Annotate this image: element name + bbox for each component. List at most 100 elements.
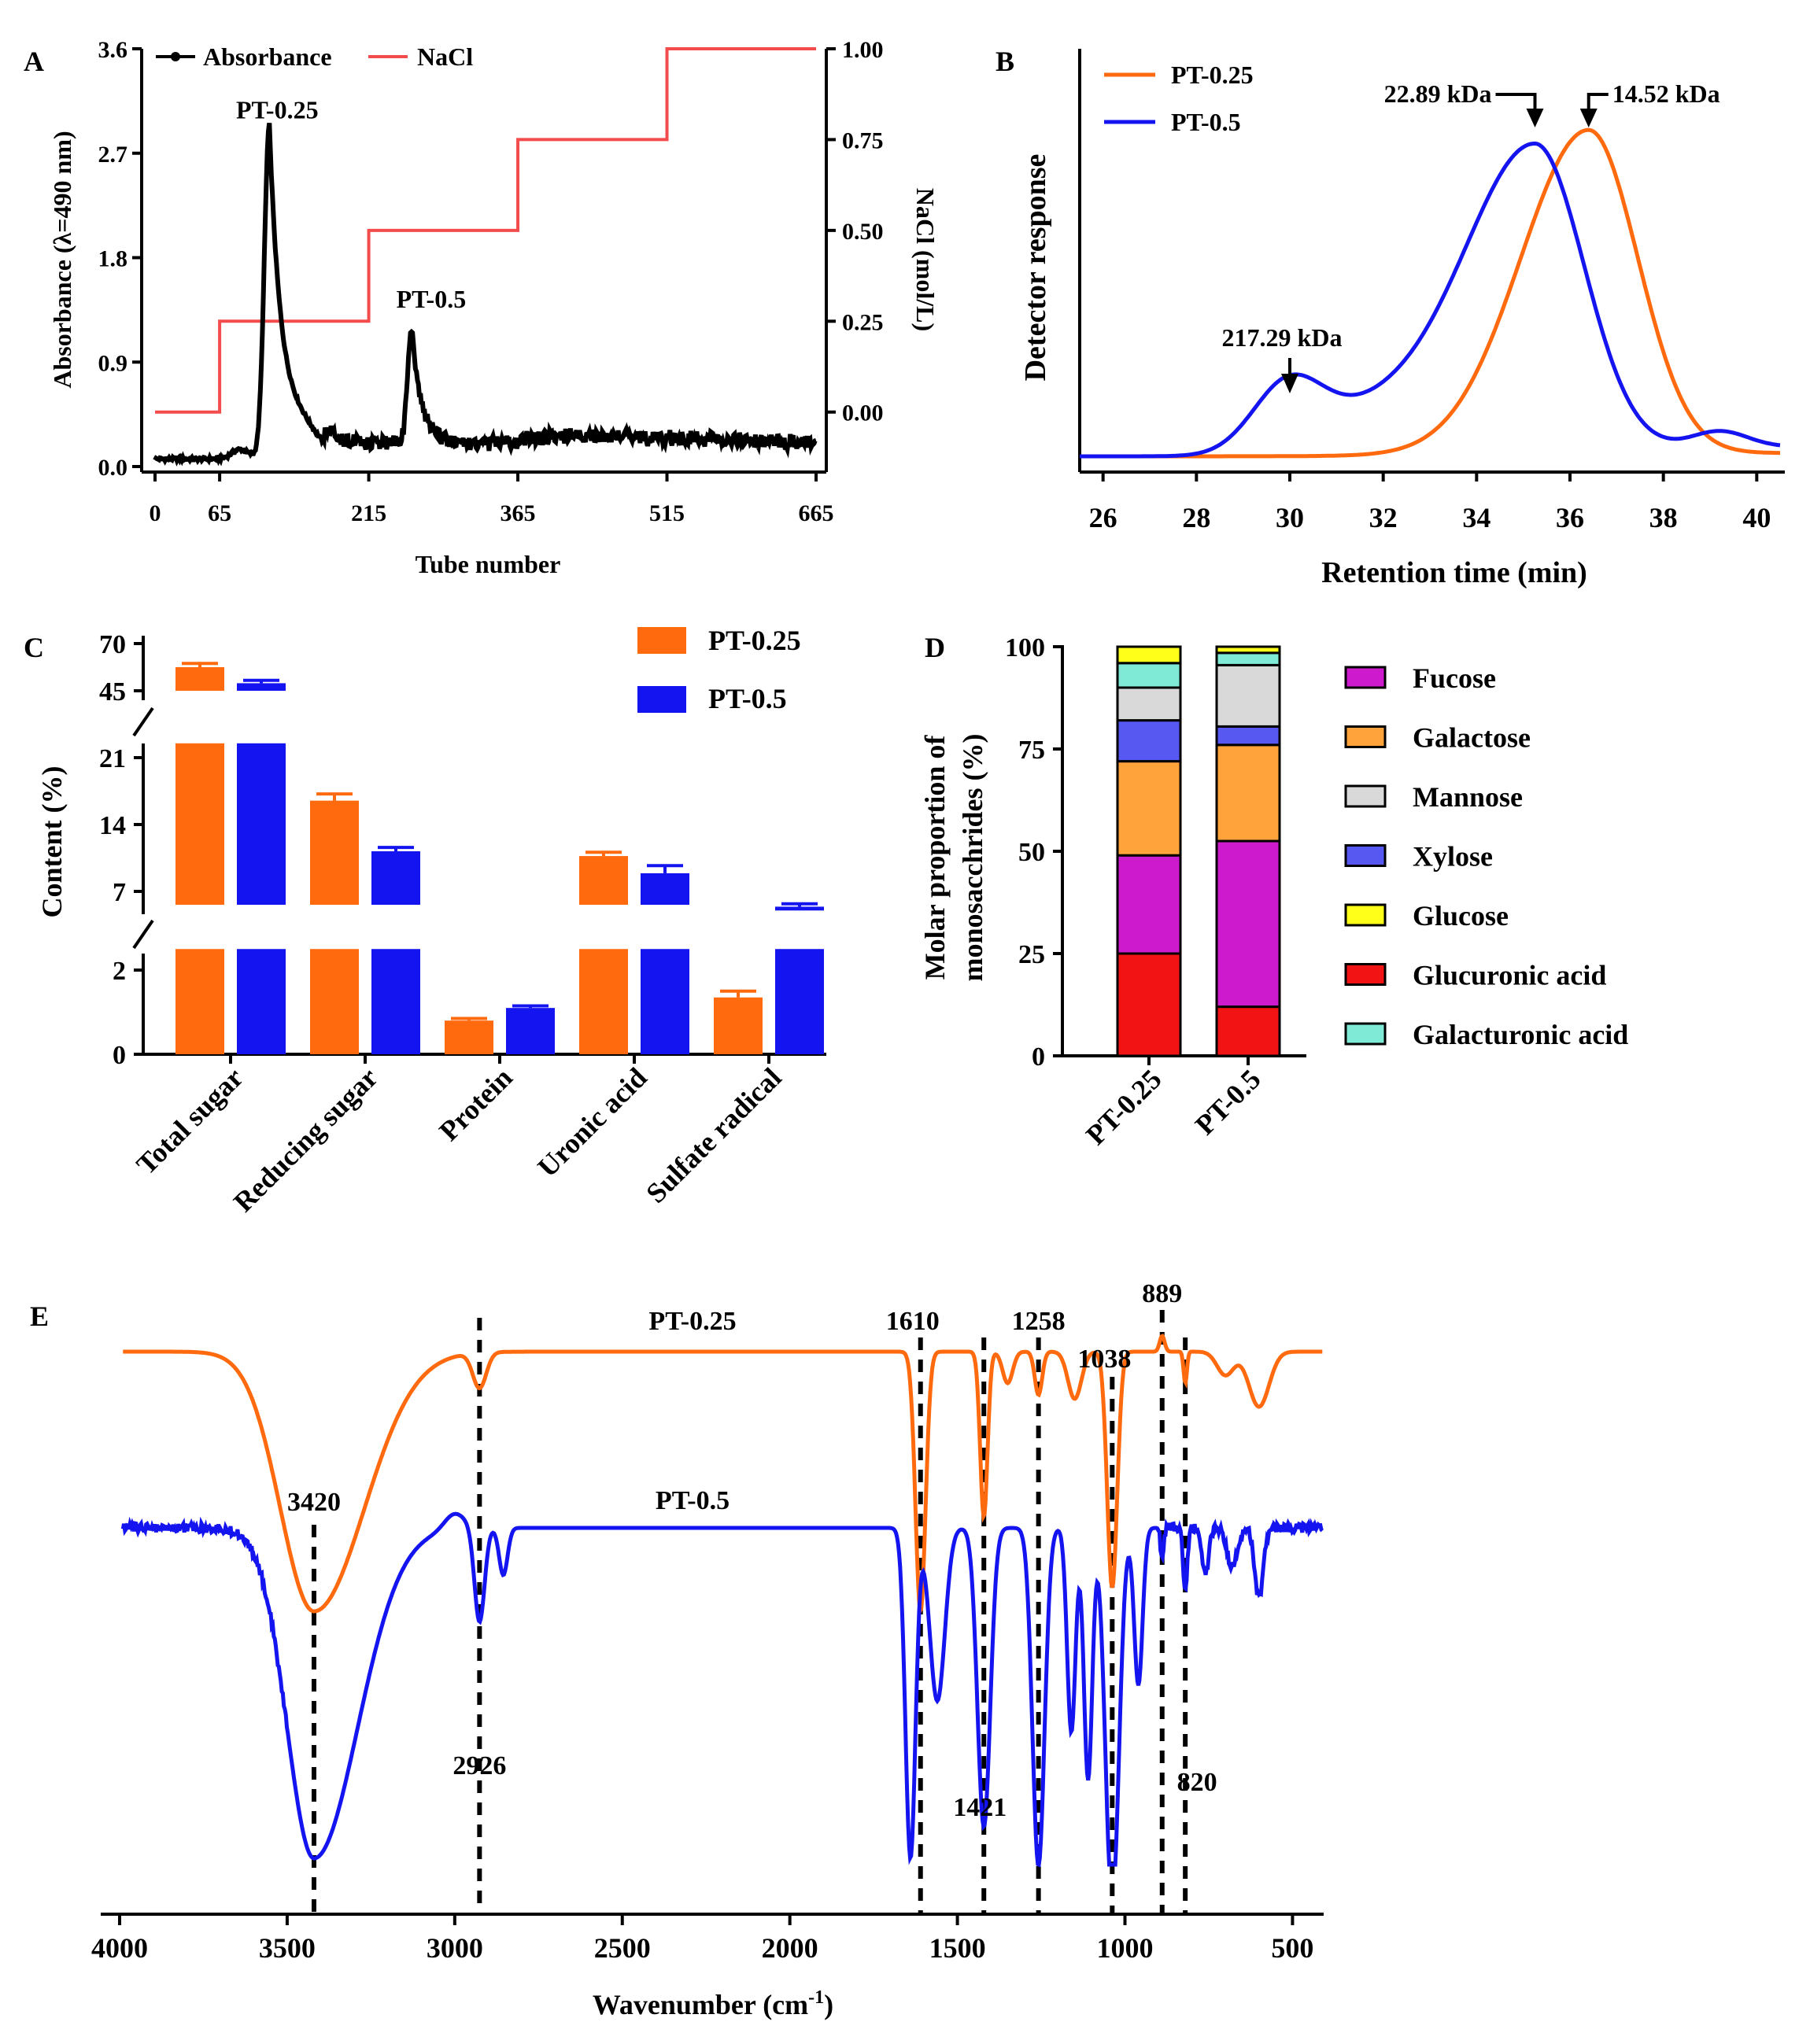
pt-0.25-spectrum — [123, 1334, 1323, 1617]
d-stack-segment — [1215, 1005, 1281, 1057]
panel-b-x-label: Retention time (min) — [1321, 556, 1587, 589]
d-stack-segment — [1215, 743, 1281, 843]
panel-a-y2-label: NaCl (mol/L) — [911, 188, 940, 331]
b-x-tick-label: 38 — [1649, 502, 1678, 533]
e-x-tick-label: 1500 — [929, 1932, 986, 1964]
panel-d-y-label-line2: monosacchrides (%) — [957, 734, 988, 982]
pt-0.5-spectrum — [120, 1511, 1324, 1868]
d-stack-segment — [1116, 645, 1182, 665]
panel-label-b: B — [996, 46, 1014, 77]
b-annotation-arrow — [1587, 93, 1609, 112]
e-band-label: 3420 — [287, 1488, 341, 1517]
c-bar — [310, 949, 359, 1054]
legend-pt-0.25-label: PT-0.25 — [1171, 61, 1254, 89]
a-y2-tick-label: 0.25 — [842, 309, 884, 335]
panel-e-x-label: Wavenumber (cm-1) — [593, 1987, 833, 2020]
d-stack-segment — [1215, 839, 1281, 1009]
c-y-tick-label: 7 — [113, 878, 126, 907]
panel-a: A 0.0 0.9 1.8 2.7 3.6 0.00 0.25 0.50 0.75 1.00 0… — [24, 37, 940, 578]
panel-d: D 0 25 50 75 100 PT-0.25 PT-0.5 Fucose Galacto… — [919, 632, 1628, 1151]
e-x-tick-label: 1000 — [1097, 1932, 1154, 1964]
legend-pt-0.5-label: PT-0.5 — [708, 683, 787, 714]
e-band-label: 1258 — [1012, 1307, 1066, 1336]
a-y-tick-label: 1.8 — [98, 246, 128, 272]
d-stack-segment — [1116, 952, 1182, 1057]
b-x-tick-label: 26 — [1089, 502, 1117, 533]
c-bar — [775, 949, 824, 1054]
c-category-label: Uronic acid — [531, 1061, 652, 1182]
d-stack-segment — [1116, 686, 1182, 722]
d-stack-segment — [1116, 719, 1182, 763]
c-bar — [506, 1008, 555, 1054]
a-x-tick-label: 65 — [208, 500, 231, 526]
x-label-superscript: -1 — [808, 1987, 824, 2008]
legend-absorbance-label: Absorbance — [203, 42, 332, 71]
axis-break-lower — [132, 919, 154, 950]
b-x-tick-label: 36 — [1556, 502, 1584, 533]
c-y-tick-label: 0 — [113, 1041, 126, 1070]
panel-label-d: D — [925, 632, 945, 663]
c-category-label: Protein — [433, 1061, 518, 1146]
d-y-tick-label: 75 — [1018, 736, 1045, 765]
b-annotation-arrowhead — [1579, 109, 1598, 127]
d-stack-segment — [1116, 662, 1182, 689]
e-x-tick-label: 4000 — [91, 1932, 148, 1964]
panel-b-y-label: Detector response — [1019, 154, 1052, 382]
d-legend-swatch — [1344, 666, 1387, 689]
e-x-tick-label: 500 — [1271, 1932, 1313, 1964]
c-bar — [175, 743, 224, 905]
e-band-label: 1038 — [1077, 1345, 1131, 1374]
legend-absorbance-marker — [171, 52, 180, 61]
b-annotation-label: 217.29 kDa — [1222, 323, 1343, 352]
b-annotation-arrowhead — [1281, 374, 1298, 393]
a-y2-tick-label: 0.75 — [842, 127, 884, 153]
b-x-tick-label: 30 — [1276, 502, 1304, 533]
panel-b: B 26 28 30 32 34 36 38 40 217.29 kDa 22.89 kDa 14… — [996, 46, 1785, 589]
a-y-tick-label: 0.9 — [98, 350, 128, 376]
pt-0.5-chromatogram — [1080, 141, 1781, 459]
panel-b-legend: PT-0.25 PT-0.5 — [1104, 61, 1254, 136]
d-y-tick-label: 25 — [1018, 940, 1045, 969]
pt-0.25-chromatogram — [1080, 127, 1781, 459]
absorbance-line — [153, 123, 818, 467]
d-category-label: PT-0.25 — [1080, 1063, 1168, 1151]
c-bar — [641, 949, 689, 1054]
d-y-tick-label: 50 — [1018, 838, 1045, 867]
d-y-tick-label: 100 — [1005, 633, 1045, 662]
d-stack-segment — [1215, 645, 1281, 655]
c-bar — [237, 949, 286, 1054]
a-peak-label: PT-0.5 — [397, 285, 467, 313]
a-x-tick-label: 365 — [501, 500, 536, 526]
a-y-tick-label: 2.7 — [98, 142, 128, 168]
d-legend-swatch — [1344, 1022, 1387, 1046]
c-bar — [175, 667, 224, 691]
d-stack-segment — [1116, 854, 1182, 955]
panel-a-y-label: Absorbance (λ=490 nm) — [48, 131, 76, 388]
c-bar — [237, 743, 286, 905]
c-category-label: Reducing sugar — [227, 1061, 384, 1218]
a-y-tick-label: 3.6 — [98, 37, 128, 63]
panel-d-y-label-line1: Molar proportion of — [919, 735, 951, 980]
b-x-tick-label: 34 — [1462, 502, 1490, 533]
b-x-tick-label: 28 — [1182, 502, 1210, 533]
d-legend-label: Glucuronic acid — [1413, 960, 1606, 991]
d-legend-label: Glucose — [1413, 900, 1509, 932]
c-y-tick-label: 21 — [99, 744, 126, 773]
b-annotation-label: 14.52 kDa — [1612, 79, 1720, 108]
c-category-label: Sulfate radical — [640, 1061, 787, 1208]
panel-e: E 4000 3500 3000 2500 2000 1500 1000 500 3420 29… — [30, 1279, 1324, 2020]
nacl-step-line — [155, 47, 816, 414]
panel-label-a: A — [24, 46, 44, 77]
d-stack-segment — [1215, 725, 1281, 747]
a-x-tick-label: 215 — [351, 500, 386, 526]
e-band-label: 1421 — [953, 1793, 1007, 1822]
c-bar — [579, 856, 628, 905]
d-legend-swatch — [1344, 784, 1387, 808]
d-legend-swatch — [1344, 903, 1387, 927]
b-x-tick-label: 40 — [1742, 502, 1771, 533]
b-x-tick-label: 32 — [1369, 502, 1398, 533]
b-annotation-arrowhead — [1526, 109, 1544, 127]
b-annotation-label: 22.89 kDa — [1384, 79, 1492, 108]
